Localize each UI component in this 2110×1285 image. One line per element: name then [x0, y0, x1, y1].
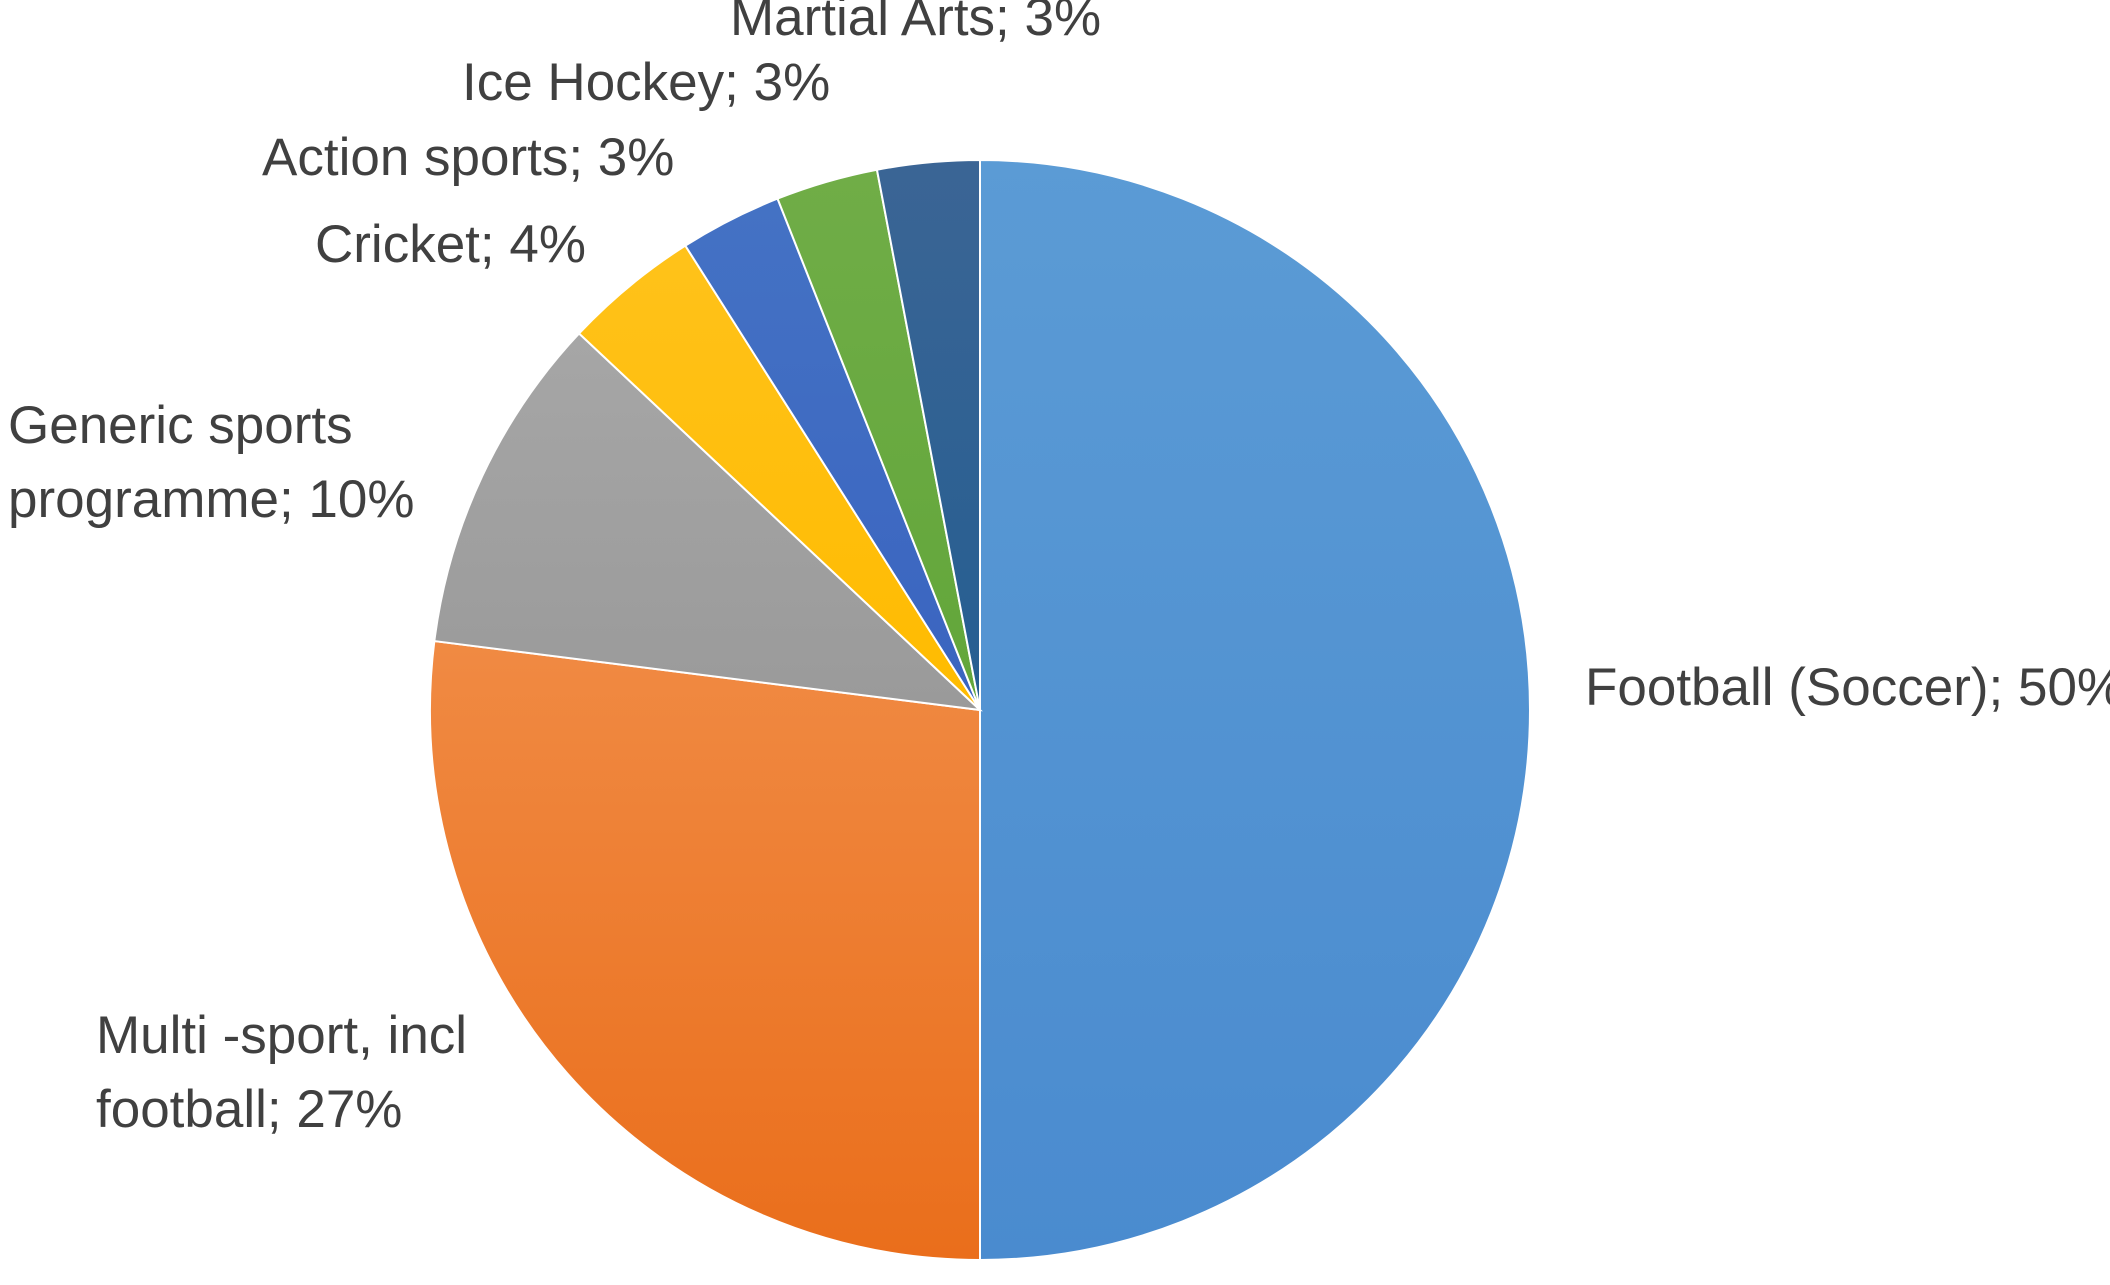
pie-label-generic-sports-programme: Generic sports programme; 10%	[8, 396, 415, 529]
pie-label-martial-arts: Martial Arts; 3%	[730, 0, 1101, 47]
pie-label-line: Martial Arts; 3%	[730, 0, 1101, 47]
pie-slices	[429, 158, 1531, 1262]
pie-label-line: football; 27%	[96, 1080, 402, 1139]
pie-label-cricket: Cricket; 4%	[315, 215, 586, 274]
pie-label-multi-sport-incl-football: Multi -sport, incl football; 27%	[96, 1006, 467, 1139]
pie-slice-generic-sports-programme	[433, 332, 983, 712]
pie-label-ice-hockey: Ice Hockey; 3%	[462, 53, 830, 112]
pie-label-football-soccer: Football (Soccer); 50%	[1585, 658, 2110, 717]
pie-label-line: Ice Hockey; 3%	[462, 53, 830, 112]
pie-label-action-sports: Action sports; 3%	[262, 128, 674, 187]
pie-label-line: Football (Soccer); 50%	[1585, 658, 2110, 717]
pie-labels: Football (Soccer); 50% Multi -sport, incl…	[8, 0, 2110, 1139]
pie-label-line: Generic sports	[8, 396, 353, 455]
pie-slice-football-soccer	[979, 158, 1531, 1262]
pie-slice-multi-sport-incl-football	[429, 639, 981, 1262]
pie-label-line: programme; 10%	[8, 470, 415, 529]
pie-label-line: Action sports; 3%	[262, 128, 674, 187]
pie-label-line: Multi -sport, incl	[96, 1006, 467, 1065]
pie-slice-martial-arts	[875, 158, 981, 711]
pie-label-line: Cricket; 4%	[315, 215, 586, 274]
